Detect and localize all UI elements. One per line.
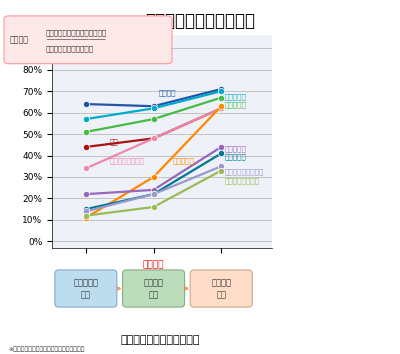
- Text: アトピー性皮膚炎: アトピー性皮膚炎: [110, 158, 144, 164]
- Text: 肌のかゆみ: 肌のかゆみ: [225, 146, 246, 153]
- Text: まあまあ
断熱: まあまあ 断熱: [144, 278, 164, 299]
- Text: しっかり
断熱: しっかり 断熱: [211, 278, 231, 299]
- Text: アレルギー性鼻炎: アレルギー性鼻炎: [225, 177, 260, 183]
- Text: せき: せき: [110, 138, 118, 145]
- Text: のどの痛み: のどの痛み: [225, 102, 246, 108]
- Text: ちょこっと
断熱: ちょこっと 断熱: [73, 278, 98, 299]
- Text: 目のかゆみ: 目のかゆみ: [225, 153, 246, 160]
- Text: 新しい住まいで出なくなった人: 新しい住まいで出なくなった人: [46, 29, 107, 36]
- Text: 健康状態: 健康状態: [159, 89, 176, 96]
- Text: 高断熱化の健康改善効果: 高断熱化の健康改善効果: [145, 12, 255, 30]
- Text: 前の住まいで出ていた人: 前の住まいで出ていた人: [46, 45, 94, 52]
- Text: ──────────────: ──────────────: [46, 37, 106, 43]
- Text: 気管支喘息: 気管支喘息: [225, 93, 246, 100]
- Text: 手足の冷え: 手足の冷え: [172, 158, 194, 164]
- Text: ※出典：近畿大学　岩前研究室（一部追記）: ※出典：近畿大学 岩前研究室（一部追記）: [8, 347, 84, 352]
- Text: アレルギー性結膜炎: アレルギー性結膜炎: [225, 169, 264, 175]
- Text: 転居後の住宅断熱グレード: 転居後の住宅断熱グレード: [120, 335, 200, 345]
- Text: 最高等級: 最高等級: [143, 260, 164, 269]
- Text: 改善率＝: 改善率＝: [10, 35, 29, 44]
